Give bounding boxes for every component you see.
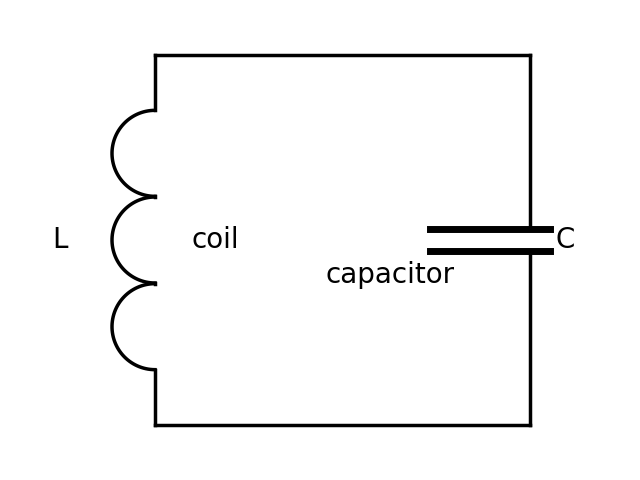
Text: capacitor: capacitor (325, 261, 454, 289)
Text: L: L (52, 226, 68, 254)
Text: C: C (556, 226, 575, 254)
Text: coil: coil (191, 226, 239, 254)
